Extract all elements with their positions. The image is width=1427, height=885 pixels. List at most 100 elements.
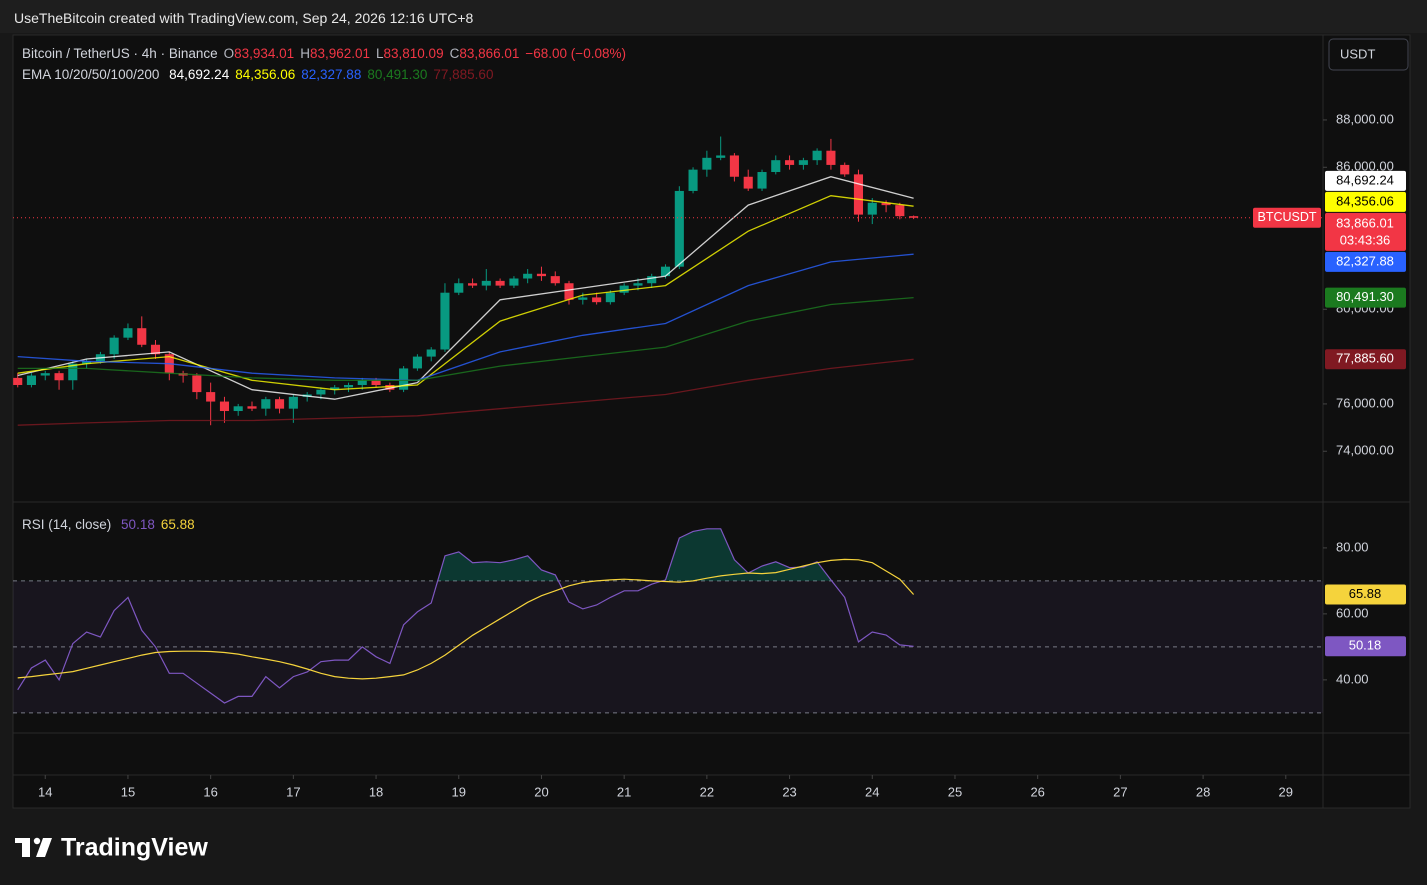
symbol-title: Bitcoin / TetherUS · 4h · Binance xyxy=(22,46,218,61)
candle-body xyxy=(853,174,864,215)
x-tick-label: 18 xyxy=(369,784,383,799)
candle-body xyxy=(798,160,808,165)
candle-body xyxy=(68,363,78,381)
currency-label[interactable]: USDT xyxy=(1340,46,1375,61)
watermark: TradingView xyxy=(61,834,208,862)
candle-body xyxy=(619,285,629,293)
candle-body xyxy=(564,283,574,300)
candle-body xyxy=(867,202,877,215)
price-tag-label: 84,692.24 xyxy=(1336,172,1394,187)
logo-shape xyxy=(36,838,52,857)
candle-body xyxy=(729,155,739,177)
candle-body xyxy=(40,373,50,376)
ohlc-legend: O83,934.01 H83,962.01 L83,810.09 C83,866.01 xyxy=(224,46,526,61)
candle-body xyxy=(206,392,216,402)
x-tick-label: 27 xyxy=(1113,784,1127,799)
y-tick-label: 74,000.00 xyxy=(1336,443,1394,458)
price-tag-label: 82,327.88 xyxy=(1336,253,1394,268)
candle-body xyxy=(82,361,92,364)
price-tag xyxy=(1325,349,1406,370)
candle-body xyxy=(468,283,478,286)
ema-value: 80,491.30 xyxy=(367,67,428,82)
x-tick-label: 17 xyxy=(286,784,300,799)
candle-body xyxy=(523,273,533,279)
candle-body xyxy=(840,164,850,175)
header-bar xyxy=(0,0,1427,33)
candle-body xyxy=(330,387,340,390)
rsi-value: 50.18 xyxy=(121,517,155,532)
rsi-line xyxy=(17,528,914,704)
candle-body xyxy=(13,377,23,385)
candle-body xyxy=(275,399,285,409)
x-tick-label: 29 xyxy=(1279,784,1293,799)
candle-body xyxy=(233,406,243,412)
ohlc-value: 83,962.01 xyxy=(309,46,370,61)
candle-body xyxy=(647,276,657,284)
x-tick-label: 16 xyxy=(203,784,217,799)
candle-body xyxy=(247,406,257,409)
candle-body xyxy=(123,328,133,338)
x-tick-label: 26 xyxy=(1030,784,1044,799)
rsi-title: RSI (14, close) xyxy=(22,517,112,532)
ohlc-value: 83,934.01 xyxy=(234,46,295,61)
candle-body xyxy=(785,160,795,165)
candle-body xyxy=(137,328,147,345)
chart-area xyxy=(12,34,1411,809)
price-tag xyxy=(1325,584,1406,605)
currency-button[interactable] xyxy=(1328,38,1409,71)
candle-body xyxy=(716,155,726,158)
ohlc-key: L xyxy=(376,46,384,61)
ohlc-key: H xyxy=(300,46,310,61)
candle-body xyxy=(495,280,505,286)
price-tag xyxy=(1325,636,1406,657)
price-tag-label: 77,885.60 xyxy=(1336,351,1394,366)
change-label: −68.00 (−0.08%) xyxy=(525,46,626,61)
y-tick-label: 76,000.00 xyxy=(1336,395,1394,410)
price-tag-label: 65.88 xyxy=(1349,586,1382,601)
candle-body xyxy=(219,401,230,412)
candle-body xyxy=(357,380,367,385)
ohlc-key: C xyxy=(449,46,460,61)
price-tag-label: 03:43:36 xyxy=(1340,232,1391,247)
ema-legend: EMA 10/20/50/100/200 84,692.24 84,356.06 8… xyxy=(22,67,499,82)
price-tag-label: 50.18 xyxy=(1349,638,1382,653)
candle-body xyxy=(26,375,36,385)
candle-body xyxy=(192,375,202,393)
rsi-overbought-fill xyxy=(437,528,832,581)
ohlc-key: O xyxy=(223,46,235,61)
x-tick-label: 25 xyxy=(948,784,962,799)
logo-shape xyxy=(33,837,41,845)
candle-body xyxy=(674,190,684,267)
header-text: UseTheBitcoin created with TradingView.c… xyxy=(14,10,474,26)
candle-body xyxy=(481,280,491,286)
candle-body xyxy=(343,384,354,388)
candle-body xyxy=(109,337,119,355)
candle-body xyxy=(909,216,919,218)
candle-body xyxy=(440,292,450,350)
symbol-legend: Bitcoin / TetherUS · 4h · Binance O83,934… xyxy=(22,46,632,61)
price-tag-label: 84,356.06 xyxy=(1336,193,1394,208)
price-tag xyxy=(1325,287,1406,308)
candle-body xyxy=(688,169,698,191)
logo-shape xyxy=(22,838,30,857)
candle-body xyxy=(743,176,753,189)
candle-body xyxy=(454,283,464,293)
candle-body xyxy=(288,396,298,409)
rsi-line xyxy=(17,558,915,680)
symbol-tag xyxy=(1253,207,1321,228)
ema-line xyxy=(17,195,914,391)
ema-value: 84,356.06 xyxy=(235,67,296,82)
x-tick-label: 19 xyxy=(452,784,466,799)
x-tick-label: 20 xyxy=(534,784,548,799)
candle-body xyxy=(826,150,836,165)
ema-value: 84,692.24 xyxy=(169,67,230,82)
x-tick-label: 15 xyxy=(121,784,135,799)
candle-body xyxy=(702,157,712,170)
ema-line xyxy=(17,296,914,381)
candle-body xyxy=(399,368,409,390)
candle-body xyxy=(812,150,822,161)
logo xyxy=(15,837,52,857)
ema-value: 77,885.60 xyxy=(433,67,494,82)
